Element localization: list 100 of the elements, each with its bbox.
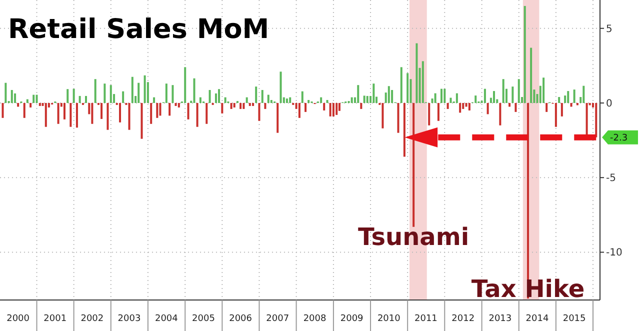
y-tick-label: -10 [606, 248, 622, 259]
bar [560, 102, 563, 116]
bar [221, 102, 224, 114]
bar [286, 98, 288, 103]
bar [140, 102, 143, 139]
x-tick-label: 2001 [44, 314, 67, 324]
bar [240, 102, 242, 109]
bar [85, 96, 88, 103]
y-tick-label: 0 [606, 98, 612, 110]
bar [78, 96, 81, 103]
bar [196, 102, 198, 127]
bar [14, 93, 16, 103]
bar [128, 102, 130, 130]
bar [184, 67, 186, 103]
bar [437, 102, 440, 121]
bar [332, 102, 334, 116]
bar [63, 102, 66, 120]
bar [372, 84, 375, 103]
bar [100, 102, 103, 119]
bar [502, 79, 504, 103]
bar [492, 91, 495, 103]
bar [206, 102, 208, 124]
bar [360, 102, 362, 109]
bar [542, 78, 545, 103]
x-tick-label: 2015 [562, 314, 586, 324]
bar [94, 79, 96, 103]
bar [530, 48, 532, 103]
bar [391, 90, 394, 103]
bar [508, 102, 511, 107]
bar [187, 102, 190, 120]
bar [218, 89, 220, 103]
bar [338, 102, 340, 111]
bar [156, 102, 158, 118]
bar [582, 86, 585, 103]
bar [30, 102, 32, 108]
x-tick-label: 2011 [414, 314, 438, 324]
bar [233, 102, 236, 108]
x-tick-label: 2013 [488, 314, 512, 324]
bar [57, 102, 60, 124]
bar [388, 86, 390, 103]
bar [484, 88, 486, 103]
bar [10, 90, 13, 103]
bar [91, 102, 94, 124]
bar [38, 102, 41, 106]
bar [248, 102, 251, 106]
bar [422, 61, 424, 103]
bar [350, 97, 353, 103]
bar [444, 88, 446, 103]
bar [329, 102, 332, 116]
bar [110, 85, 112, 103]
bar [252, 102, 254, 106]
bar [546, 102, 548, 112]
bar [363, 96, 366, 103]
bar [70, 102, 72, 127]
bar [168, 102, 171, 116]
bar [518, 79, 520, 103]
x-tick-label: 2012 [452, 314, 475, 324]
text: Retail Sales MoM [8, 14, 270, 45]
annotation: -2.3 [610, 133, 628, 144]
bar [524, 6, 526, 103]
bar [514, 102, 517, 112]
bar [178, 102, 180, 108]
bar [595, 102, 598, 138]
bar [153, 97, 156, 103]
bar [193, 78, 196, 103]
bar [214, 93, 217, 103]
bar [122, 91, 124, 103]
bar [17, 102, 20, 107]
bar [66, 89, 69, 103]
bar [2, 102, 4, 118]
bar [230, 102, 232, 109]
x-tick-label: 2000 [6, 314, 30, 324]
bar [131, 76, 134, 103]
bar [104, 84, 106, 103]
bar [242, 102, 245, 109]
bar [199, 97, 202, 103]
bar [26, 99, 28, 103]
bar [459, 102, 462, 113]
bar [4, 82, 7, 103]
bar [308, 100, 310, 103]
bar [280, 72, 282, 103]
bar [323, 102, 326, 110]
y-tick-label: 5 [606, 24, 612, 35]
x-tick-label: 2006 [229, 314, 252, 324]
bar [336, 102, 338, 115]
bar [159, 102, 162, 116]
bar [165, 84, 168, 103]
bar [474, 96, 477, 103]
bar [573, 90, 576, 103]
bar [570, 102, 572, 107]
bar [36, 94, 38, 103]
bar [412, 102, 415, 227]
bar [499, 102, 502, 126]
y-tick-label: -5 [606, 173, 616, 184]
bar [465, 102, 468, 107]
bar [468, 102, 470, 110]
bar [366, 96, 368, 103]
bar [298, 102, 300, 118]
bar [258, 102, 260, 121]
x-tick-label: 2014 [526, 314, 549, 324]
